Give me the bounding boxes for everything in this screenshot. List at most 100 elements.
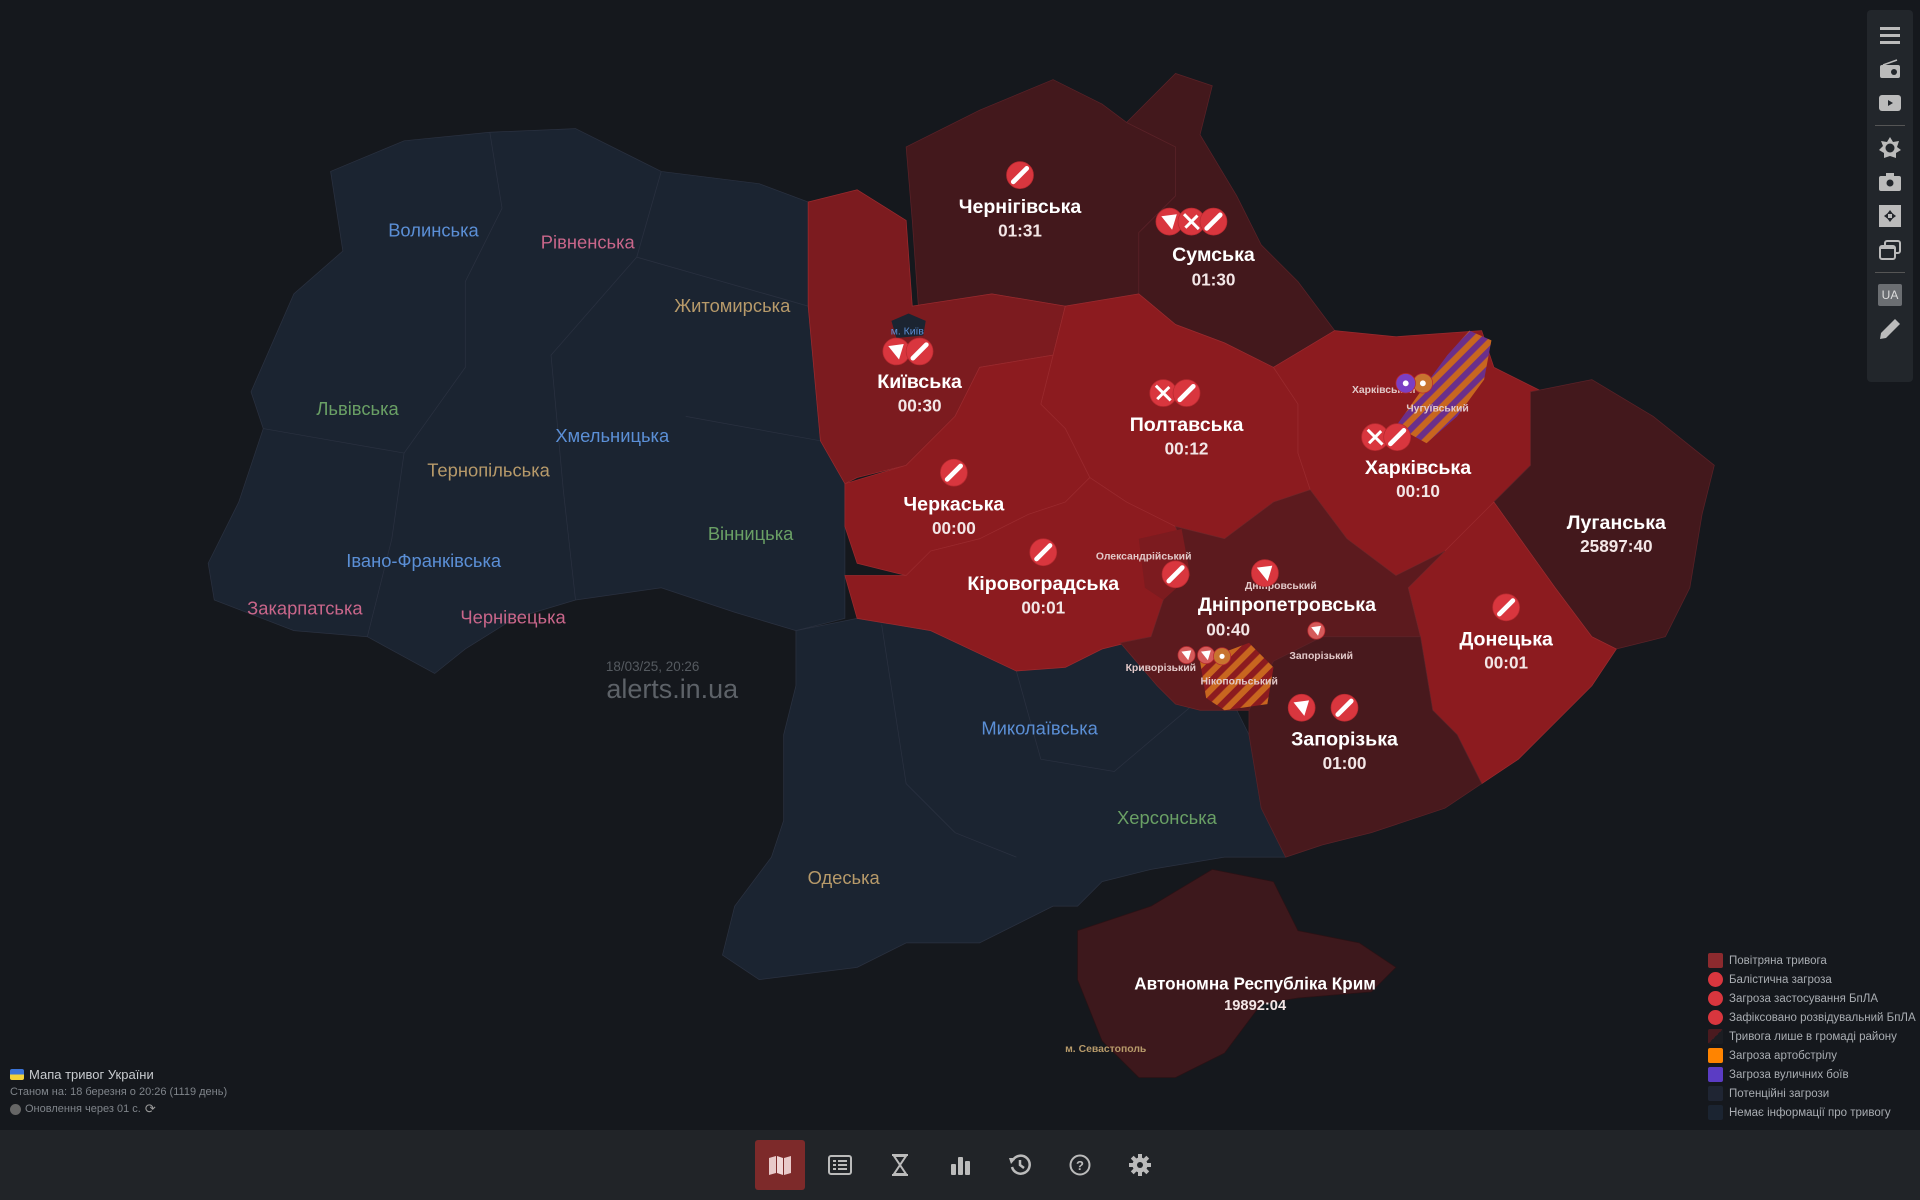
alert-timer-luhansk: 25897:40 (1580, 536, 1652, 556)
nav-list[interactable] (815, 1140, 865, 1190)
drone-icon[interactable] (1155, 207, 1184, 236)
list-icon (828, 1155, 852, 1175)
ballistic-icon[interactable] (1172, 379, 1201, 407)
language-ua-button[interactable]: UA (1876, 281, 1904, 309)
ukraine-alert-map[interactable]: Волинська Рівненська Житомирська Львівсь… (0, 0, 1920, 1130)
refresh-icon[interactable]: ⟳ (144, 1101, 156, 1116)
legend-item: Загроза артобстрілу (1708, 1046, 1916, 1065)
nav-help[interactable]: ? (1055, 1140, 1105, 1190)
nav-settings[interactable] (1115, 1140, 1165, 1190)
status-dot-icon (10, 1103, 21, 1115)
ballistic-icon[interactable] (905, 337, 934, 366)
legend-label: Немає інформації про тривогу (1729, 1106, 1891, 1119)
legend-item: Немає інформації про тривогу (1708, 1103, 1916, 1122)
info-title: Мапа тривог України (29, 1067, 154, 1082)
fullscreen-icon[interactable] (1876, 202, 1904, 230)
drone-icon[interactable] (1307, 621, 1326, 640)
ballistic-icon[interactable] (1006, 161, 1034, 189)
ukraine-flag-icon (10, 1069, 24, 1080)
nav-history[interactable] (995, 1140, 1045, 1190)
ballistic-icon[interactable] (1383, 423, 1411, 451)
region-label-volyn: Волинська (388, 219, 479, 240)
ballistic-icon[interactable] (1029, 538, 1058, 567)
recon-drone-icon[interactable] (1177, 207, 1206, 236)
alert-label-kirovohrad: Кіровоградська (967, 573, 1120, 595)
street-fight-icon[interactable] (1395, 373, 1416, 394)
drone-icon[interactable] (882, 337, 911, 366)
toolbar-divider (1875, 125, 1905, 126)
drone-icon[interactable] (1287, 693, 1316, 722)
legend-label: Загроза вуличних боїв (1729, 1068, 1849, 1081)
artillery-icon[interactable] (1412, 373, 1434, 394)
alert-timer-kharkiv: 00:10 (1396, 481, 1440, 501)
region-zaporizhzhia[interactable] (1248, 636, 1483, 858)
district-chuhuivskyi[interactable] (1395, 330, 1492, 444)
alert-timer-poltava: 00:12 (1165, 438, 1209, 458)
camera-icon[interactable] (1876, 168, 1904, 196)
map-info: Мапа тривог України Станом на: 18 березн… (10, 1067, 227, 1117)
district-label-dniprovskyi: Дніпровський (1245, 581, 1317, 592)
legend-item: Тривога лише в громаді району (1708, 1027, 1916, 1046)
ballistic-icon[interactable] (1161, 560, 1190, 589)
drone-icon[interactable] (1251, 559, 1279, 587)
menu-icon[interactable] (1876, 21, 1904, 49)
region-label-mykolaiv: Миколаївська (981, 718, 1098, 739)
ballistic-icon[interactable] (1492, 593, 1520, 622)
alert-timer-sumy: 01:30 (1192, 269, 1236, 289)
drone-icon[interactable] (1177, 646, 1196, 665)
legend-swatch (1708, 1048, 1723, 1063)
alert-label-zaporizhzhia: Запорізька (1291, 729, 1399, 751)
help-icon: ? (1069, 1154, 1091, 1176)
alert-timer-crimea: 19892:04 (1224, 998, 1287, 1014)
district-label-kryvorizkyi: Криворізький (1126, 663, 1196, 674)
alert-label-cherkasy: Черкаська (903, 494, 1005, 516)
legend-swatch (1708, 1029, 1723, 1044)
watermark-datetime: 18/03/25, 20:26 (606, 659, 700, 674)
alert-label-kharkiv: Харківська (1365, 457, 1472, 479)
legend-label: Повітряна тривога (1729, 954, 1827, 967)
ballistic-icon[interactable] (940, 458, 968, 487)
toolbar-divider (1875, 272, 1905, 273)
region-west[interactable] (207, 128, 846, 674)
alert-label-chernihiv: Чернігівська (959, 196, 1083, 218)
alert-timer-donetsk: 00:01 (1484, 653, 1528, 673)
region-crimea[interactable] (1077, 869, 1397, 1078)
windows-icon[interactable] (1876, 236, 1904, 264)
alert-label-sumy: Сумська (1172, 244, 1256, 266)
legend-label: Зафіксовано розвідувальний БпЛА (1729, 1011, 1916, 1024)
district-label-nikopolskyi: Нікопольський (1201, 676, 1278, 687)
region-label-lviv: Львівська (316, 398, 399, 419)
youtube-icon[interactable] (1876, 89, 1904, 117)
recon-drone-icon[interactable] (1149, 379, 1178, 407)
legend-label: Загроза застосування БпЛА (1729, 992, 1879, 1005)
radio-icon[interactable] (1876, 55, 1904, 83)
brightness-icon[interactable] (1876, 134, 1904, 162)
drone-icon (1708, 991, 1723, 1006)
alert-timer-kirovohrad: 00:01 (1021, 597, 1065, 617)
ballistic-icon[interactable] (1199, 207, 1228, 236)
nav-stats[interactable] (935, 1140, 985, 1190)
region-label-odesa: Одеська (808, 867, 881, 888)
legend-label: Балістична загроза (1729, 973, 1832, 986)
alert-label-crimea: Автономна Республіка Крим (1134, 973, 1376, 993)
district-label-zaporizkyi: Запорізький (1289, 651, 1353, 662)
nav-timer[interactable] (875, 1140, 925, 1190)
alert-label-poltava: Полтавська (1130, 414, 1245, 436)
ballistic-icon[interactable] (1330, 693, 1359, 722)
hourglass-icon (892, 1154, 908, 1176)
alert-timer-kyiv: 00:30 (898, 395, 942, 415)
bottom-navigation: ? (0, 1130, 1920, 1200)
bar-chart-icon (951, 1157, 970, 1175)
artillery-icon[interactable] (1213, 647, 1231, 666)
legend-label: Потенційні загрози (1729, 1087, 1830, 1100)
pencil-icon[interactable] (1876, 315, 1904, 343)
alert-label-donetsk: Донецька (1459, 628, 1554, 650)
nav-map[interactable] (755, 1140, 805, 1190)
region-kyiv-city[interactable] (891, 313, 926, 338)
drone-icon[interactable] (1197, 646, 1216, 665)
legend-label: Загроза артобстрілу (1729, 1049, 1838, 1062)
legend-swatch (1708, 953, 1723, 968)
map-legend: Повітряна тривога Балістична загроза Загро… (1708, 951, 1916, 1122)
alert-timer-chernihiv: 01:31 (998, 220, 1042, 240)
legend-item: Повітряна тривога (1708, 951, 1916, 970)
